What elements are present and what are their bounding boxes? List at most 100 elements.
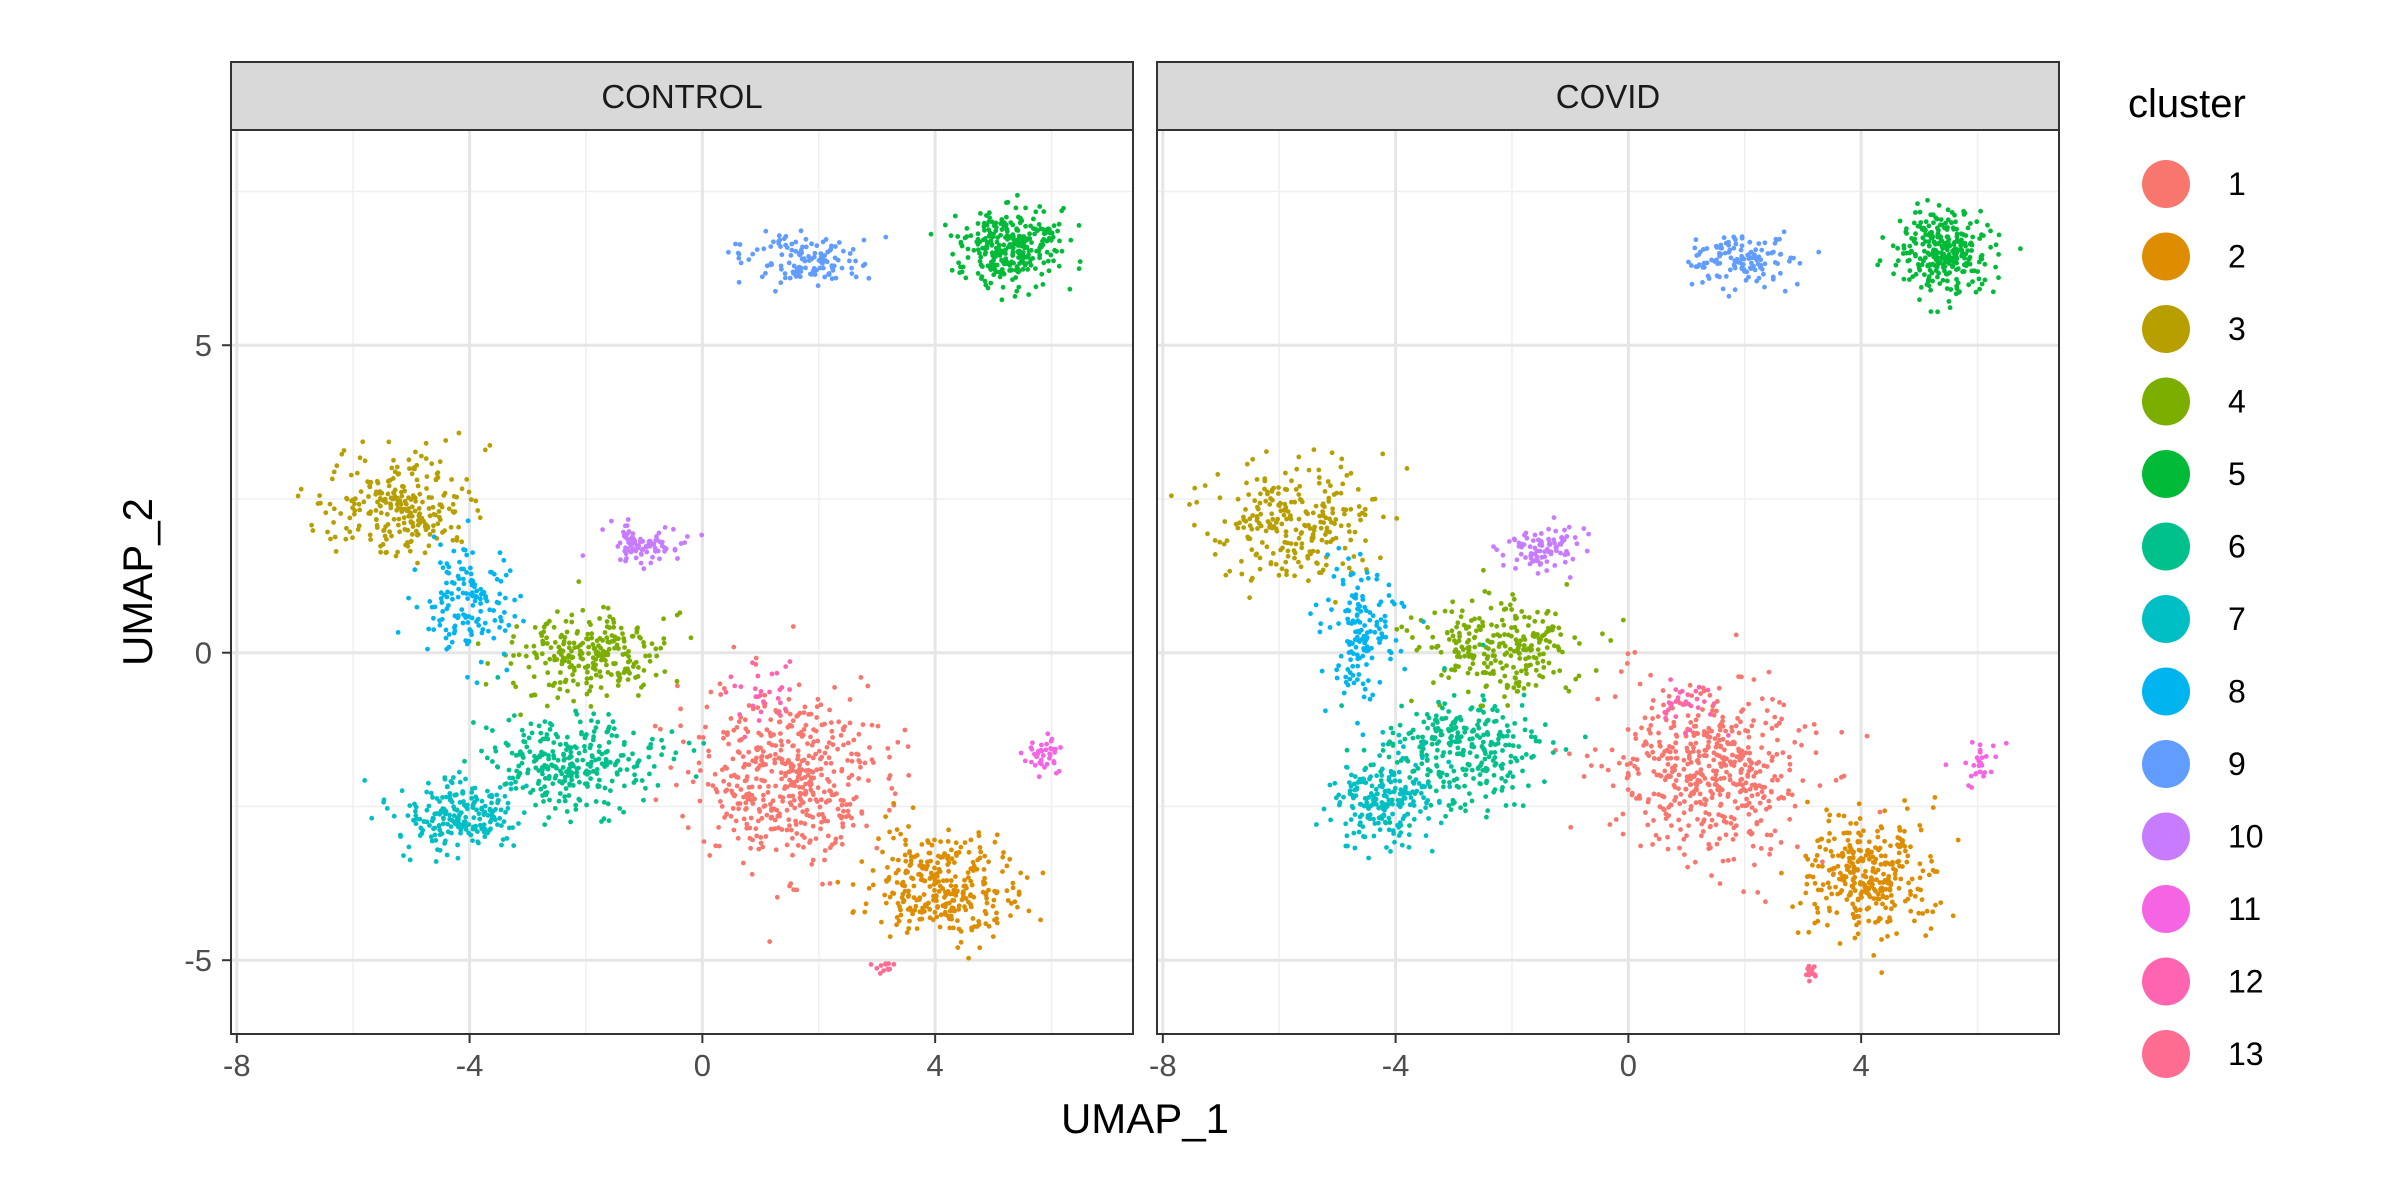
- point-cluster-1: [814, 799, 820, 804]
- point-cluster-4: [544, 703, 550, 709]
- point-cluster-8: [473, 594, 479, 600]
- point-cluster-5: [1947, 305, 1953, 311]
- point-cluster-3: [328, 536, 333, 542]
- point-cluster-7: [1418, 809, 1423, 814]
- point-cluster-2: [956, 903, 962, 909]
- point-cluster-8: [482, 620, 488, 626]
- point-cluster-2: [944, 901, 949, 907]
- point-cluster-1: [770, 798, 776, 804]
- point-cluster-4: [658, 645, 664, 651]
- point-cluster-3: [1320, 511, 1326, 517]
- point-cluster-1: [832, 792, 837, 798]
- point-cluster-3: [1292, 499, 1298, 505]
- point-cluster-3: [366, 494, 371, 499]
- point-cluster-6: [490, 759, 495, 764]
- point-cluster-3: [1296, 535, 1302, 541]
- point-cluster-3: [339, 451, 345, 457]
- point-cluster-4: [1488, 605, 1494, 611]
- point-cluster-4: [532, 692, 538, 698]
- point-cluster-1: [1817, 783, 1823, 788]
- point-cluster-6: [1452, 800, 1457, 805]
- point-cluster-4: [1484, 656, 1490, 662]
- point-cluster-1: [827, 845, 833, 851]
- point-cluster-1: [761, 804, 767, 809]
- point-cluster-1: [1770, 754, 1775, 760]
- point-cluster-6: [593, 725, 599, 731]
- point-cluster-1: [857, 759, 863, 765]
- point-cluster-1: [1744, 796, 1749, 802]
- point-cluster-2: [1813, 857, 1818, 863]
- point-cluster-5: [984, 243, 990, 249]
- point-cluster-2: [980, 889, 986, 895]
- point-cluster-10: [609, 518, 614, 524]
- point-cluster-3: [332, 534, 338, 540]
- point-cluster-9: [806, 254, 811, 259]
- point-cluster-8: [1327, 625, 1333, 630]
- point-cluster-6: [605, 801, 611, 807]
- point-cluster-5: [1028, 262, 1034, 268]
- point-cluster-3: [395, 549, 400, 555]
- point-cluster-3: [1348, 506, 1354, 512]
- point-cluster-7: [1413, 777, 1419, 782]
- point-cluster-8: [504, 667, 510, 673]
- point-cluster-1: [1731, 856, 1737, 862]
- point-cluster-3: [344, 496, 350, 502]
- point-cluster-3: [331, 506, 337, 512]
- point-cluster-2: [1870, 854, 1876, 860]
- point-cluster-8: [1392, 601, 1397, 607]
- point-cluster-4: [1502, 694, 1507, 699]
- point-cluster-4: [1493, 658, 1498, 663]
- point-cluster-7: [505, 800, 511, 806]
- point-cluster-1: [859, 809, 865, 814]
- point-cluster-6: [490, 728, 495, 733]
- point-cluster-3: [399, 493, 405, 499]
- point-cluster-1: [804, 812, 810, 818]
- point-cluster-4: [1513, 616, 1518, 621]
- point-cluster-6: [1484, 778, 1490, 784]
- point-cluster-4: [626, 654, 631, 659]
- point-cluster-6: [570, 783, 576, 788]
- point-cluster-3: [1356, 504, 1362, 509]
- point-cluster-4: [654, 653, 660, 659]
- point-cluster-5: [1927, 243, 1932, 249]
- point-cluster-7: [1387, 790, 1393, 795]
- point-cluster-6: [1468, 706, 1474, 712]
- point-cluster-4: [603, 658, 608, 663]
- point-cluster-7: [489, 792, 494, 798]
- point-cluster-6: [661, 745, 666, 750]
- point-cluster-5: [1945, 225, 1950, 230]
- point-cluster-7: [1388, 849, 1393, 854]
- point-cluster-1: [1650, 698, 1656, 703]
- point-cluster-4: [533, 652, 539, 657]
- point-cluster-6: [1522, 716, 1528, 722]
- point-cluster-4: [1429, 645, 1435, 650]
- point-cluster-1: [746, 749, 752, 755]
- point-cluster-3: [365, 479, 370, 485]
- point-cluster-3: [1309, 535, 1315, 541]
- point-cluster-8: [487, 607, 493, 613]
- point-cluster-7: [1398, 830, 1404, 835]
- point-cluster-3: [1381, 514, 1386, 520]
- point-cluster-4: [1519, 609, 1525, 614]
- point-cluster-5: [1953, 219, 1958, 225]
- point-cluster-5: [1038, 226, 1044, 232]
- point-cluster-1: [1747, 750, 1753, 756]
- point-cluster-7: [503, 809, 508, 815]
- point-cluster-5: [1891, 271, 1896, 277]
- point-cluster-3: [1243, 518, 1249, 524]
- point-cluster-4: [641, 668, 647, 673]
- point-cluster-3: [1281, 512, 1287, 518]
- point-cluster-5: [1979, 232, 1984, 238]
- point-cluster-3: [427, 532, 433, 537]
- point-cluster-3: [409, 471, 415, 477]
- point-cluster-5: [982, 278, 988, 284]
- point-cluster-4: [576, 663, 582, 669]
- point-cluster-1: [724, 811, 729, 817]
- point-cluster-6: [608, 760, 613, 765]
- panel-control-strip-label: CONTROL: [601, 78, 762, 115]
- point-cluster-1: [1746, 811, 1752, 817]
- point-cluster-4: [597, 669, 603, 674]
- point-cluster-3: [1331, 492, 1337, 497]
- point-cluster-4: [1488, 660, 1494, 666]
- point-cluster-1: [1625, 787, 1631, 792]
